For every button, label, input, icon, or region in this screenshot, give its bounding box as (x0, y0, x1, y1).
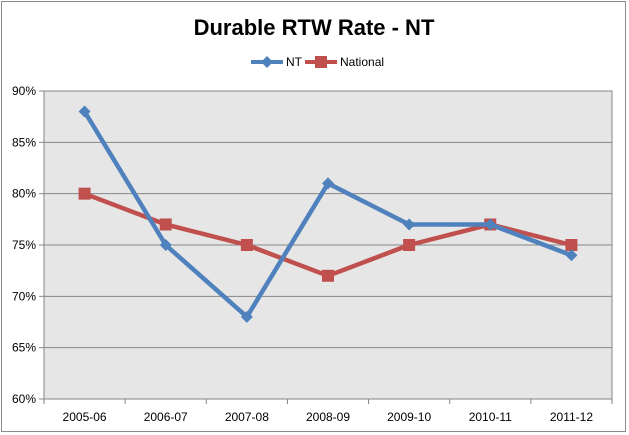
data-point-nt (78, 105, 91, 118)
gridlines (44, 141, 612, 349)
y-tick-label: 60% (12, 392, 36, 406)
legend-marker-national (315, 56, 327, 68)
legend-label-nt: NT (286, 55, 303, 69)
data-point-national (403, 239, 416, 251)
legend-item-national: National (305, 55, 384, 69)
y-tick-label: 75% (12, 238, 36, 252)
y-axis-ticks: 60% 65% 70% 75% 80% 85% 90% (12, 84, 44, 406)
data-point-nt (240, 310, 253, 323)
legend-marker-nt (261, 56, 273, 68)
legend-label-national: National (340, 55, 384, 69)
data-point-national (322, 269, 334, 282)
x-tick-label: 2006-07 (144, 410, 188, 424)
x-tick-label: 2011-12 (550, 410, 593, 424)
y-tick-label: 70% (12, 289, 36, 303)
x-tick-label: 2010-11 (469, 410, 512, 424)
chart-title: Durable RTW Rate - NT (194, 15, 435, 40)
x-tick-label: 2009-10 (387, 410, 431, 424)
data-point-national (78, 187, 91, 200)
data-point-national (565, 239, 578, 251)
x-tick-label: 2005-06 (63, 410, 107, 424)
x-tick-label: 2008-09 (306, 410, 350, 424)
legend-item-nt: NT (251, 55, 303, 69)
x-tick-label: 2007-08 (225, 410, 269, 424)
data-point-nt (159, 239, 172, 251)
y-tick-label: 90% (12, 84, 36, 98)
y-tick-label: 65% (12, 341, 36, 355)
data-point-nt (322, 177, 334, 190)
y-tick-label: 85% (12, 135, 36, 149)
x-axis-ticks: 2005-06 2006-07 2007-08 2008-09 2009-10 2010-… (43, 399, 613, 424)
data-point-nt (484, 218, 497, 231)
legend: NT National (251, 55, 384, 69)
data-point-national (240, 239, 253, 251)
data-point-nt (403, 218, 416, 231)
y-tick-label: 80% (12, 187, 36, 201)
series-layer (78, 105, 578, 323)
data-point-national (159, 218, 172, 231)
series-nt (78, 105, 578, 323)
data-point-nt (565, 249, 578, 262)
